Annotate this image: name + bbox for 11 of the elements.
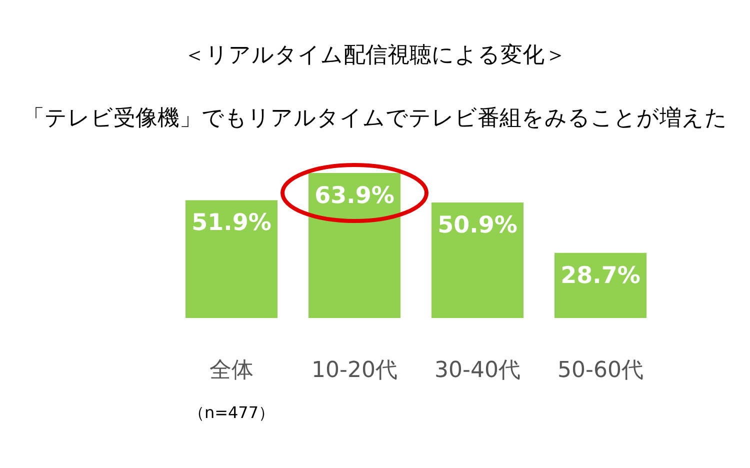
data-label: 63.9% (314, 183, 394, 209)
data-label: 51.9% (192, 210, 272, 236)
data-label: 28.7% (560, 262, 640, 289)
chart-subtitle: 「テレビ受像機」でもリアルタイムでテレビ番組をみることが増えた (22, 106, 728, 131)
x-tick-label: 10-20代 (312, 358, 398, 383)
chart-title: ＜リアルタイム配信視聴による変化＞ (184, 43, 566, 68)
text: （n=477） (188, 403, 275, 422)
x-tick-label: 50-60代 (558, 358, 644, 383)
x-tick-label: 30-40代 (434, 358, 520, 383)
data-label: 50.9% (438, 212, 518, 238)
x-tick-label: 全体 (210, 358, 254, 383)
